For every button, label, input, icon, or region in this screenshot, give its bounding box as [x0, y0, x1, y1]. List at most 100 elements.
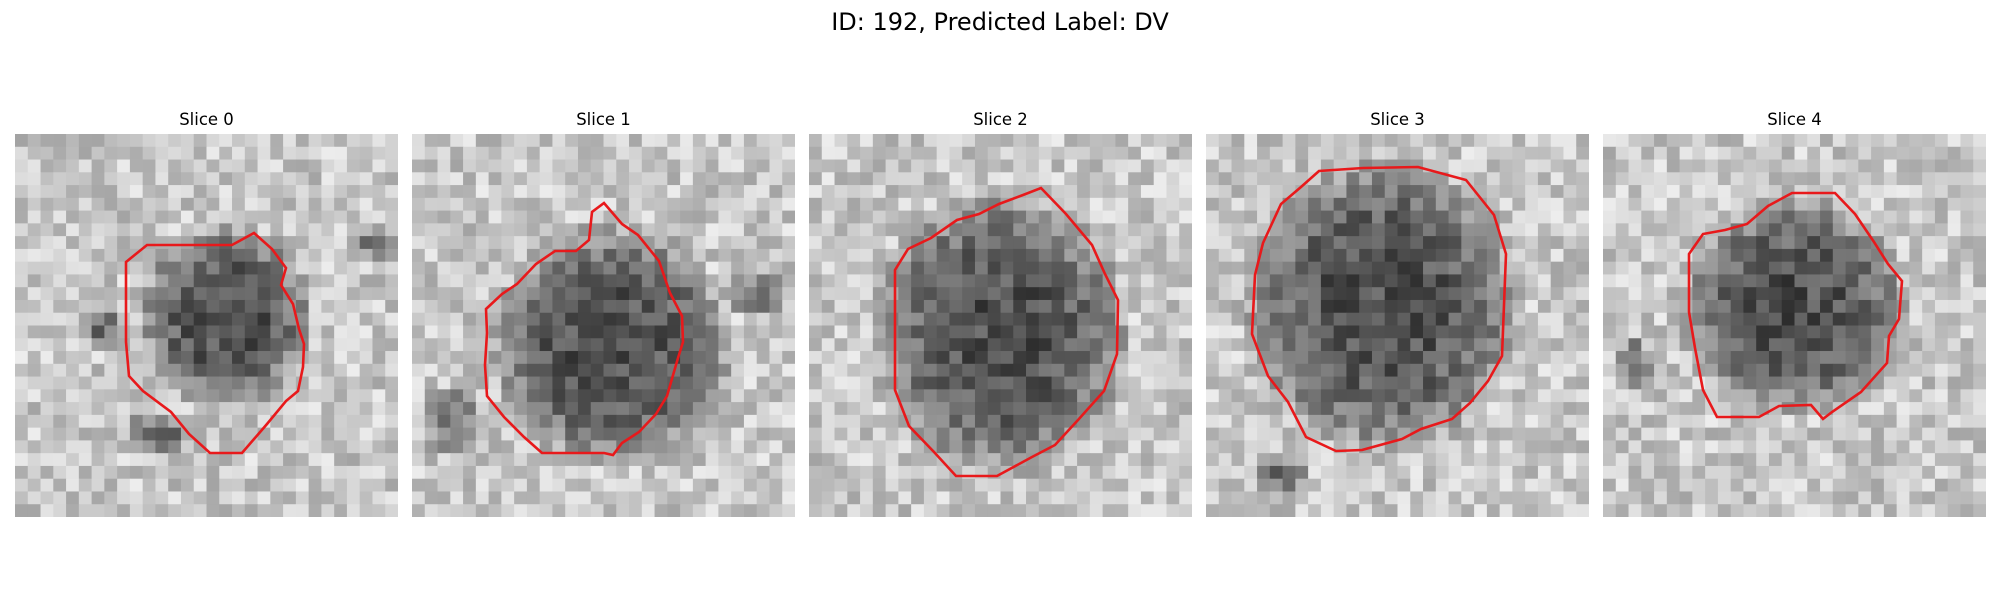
noise-pixel: [552, 402, 566, 416]
noise-pixel: [885, 210, 899, 224]
noise-pixel: [1756, 465, 1770, 480]
noise-pixel: [1730, 325, 1744, 339]
noise-pixel: [1743, 172, 1757, 186]
noise-pixel: [1026, 363, 1040, 377]
noise-pixel: [1000, 159, 1014, 173]
noise-pixel: [667, 146, 681, 160]
noise-pixel: [1628, 197, 1642, 211]
noise-pixel: [283, 312, 297, 326]
noise-pixel: [821, 159, 835, 173]
noise-pixel: [385, 236, 398, 250]
noise-pixel: [1628, 351, 1642, 365]
noise-pixel: [565, 351, 579, 365]
noise-pixel: [270, 236, 284, 250]
noise-pixel: [923, 210, 938, 224]
noise-pixel: [334, 312, 348, 326]
noise-pixel: [1308, 376, 1322, 390]
noise-pixel: [1883, 134, 1898, 148]
noise-pixel: [78, 159, 92, 173]
noise-pixel: [1512, 248, 1526, 263]
noise-pixel: [1550, 465, 1564, 480]
noise-pixel: [501, 440, 515, 454]
noise-pixel: [680, 159, 694, 173]
noise-pixel: [232, 287, 246, 301]
noise-pixel: [308, 312, 322, 326]
noise-pixel: [847, 146, 861, 160]
noise-pixel: [501, 223, 515, 237]
noise-pixel: [1705, 299, 1719, 314]
noise-pixel: [834, 274, 848, 288]
noise-pixel: [1153, 197, 1167, 211]
noise-pixel: [1794, 223, 1808, 237]
noise-pixel: [1603, 376, 1617, 390]
noise-pixel: [270, 159, 284, 173]
noise-pixel: [27, 134, 41, 148]
noise-pixel: [743, 363, 758, 377]
noise-pixel: [1537, 504, 1552, 517]
noise-pixel: [359, 338, 373, 352]
noise-pixel: [821, 363, 835, 377]
noise-pixel: [257, 312, 271, 326]
noise-pixel: [1845, 146, 1859, 160]
noise-pixel: [809, 248, 823, 263]
noise-pixel: [1128, 261, 1142, 275]
noise-pixel: [1883, 223, 1898, 237]
noise-pixel: [809, 389, 823, 403]
noise-pixel: [1038, 159, 1052, 173]
noise-pixel: [692, 427, 707, 441]
noise-pixel: [180, 504, 195, 517]
noise-pixel: [654, 210, 668, 224]
noise-pixel: [756, 338, 770, 352]
noise-pixel: [1576, 185, 1589, 199]
noise-pixel: [1486, 427, 1501, 441]
noise-pixel: [1705, 440, 1719, 454]
noise-pixel: [1499, 223, 1513, 237]
noise-pixel: [514, 453, 528, 467]
noise-pixel: [692, 478, 707, 492]
noise-pixel: [1947, 197, 1961, 211]
noise-pixel: [1231, 223, 1245, 237]
noise-pixel: [1768, 134, 1783, 148]
noise-pixel: [257, 159, 271, 173]
noise-pixel: [987, 453, 1001, 467]
noise-pixel: [244, 504, 258, 517]
noise-pixel: [168, 210, 182, 224]
noise-pixel: [78, 223, 92, 237]
noise-pixel: [1206, 261, 1220, 275]
noise-pixel: [437, 299, 451, 314]
noise-pixel: [1717, 325, 1732, 339]
noise-pixel: [1909, 363, 1923, 377]
noise-pixel: [1576, 325, 1589, 339]
noise-pixel: [295, 159, 310, 173]
noise-pixel: [1231, 351, 1245, 365]
noise-pixel: [359, 223, 373, 237]
noise-pixel: [705, 414, 719, 429]
noise-pixel: [1679, 223, 1693, 237]
noise-pixel: [1128, 491, 1142, 505]
noise-pixel: [1371, 299, 1386, 314]
noise-pixel: [1218, 236, 1232, 250]
noise-pixel: [168, 504, 182, 517]
noise-pixel: [731, 210, 745, 224]
noise-pixel: [359, 376, 373, 390]
noise-pixel: [923, 261, 938, 275]
noise-pixel: [1909, 491, 1923, 505]
noise-pixel: [1153, 159, 1167, 173]
noise-pixel: [359, 414, 373, 429]
noise-pixel: [782, 440, 795, 454]
noise-pixel: [1026, 299, 1040, 314]
noise-pixel: [1269, 325, 1283, 339]
noise-pixel: [577, 210, 592, 224]
noise-pixel: [155, 312, 169, 326]
noise-pixel: [1960, 185, 1974, 199]
noise-pixel: [1654, 376, 1668, 390]
noise-pixel: [66, 185, 80, 199]
noise-pixel: [1603, 134, 1617, 148]
noise-pixel: [809, 261, 823, 275]
noise-pixel: [1013, 478, 1027, 492]
noise-pixel: [450, 312, 464, 326]
noise-pixel: [1794, 351, 1808, 365]
noise-pixel: [641, 146, 655, 160]
noise-pixel: [756, 351, 770, 365]
noise-pixel: [1269, 465, 1283, 480]
